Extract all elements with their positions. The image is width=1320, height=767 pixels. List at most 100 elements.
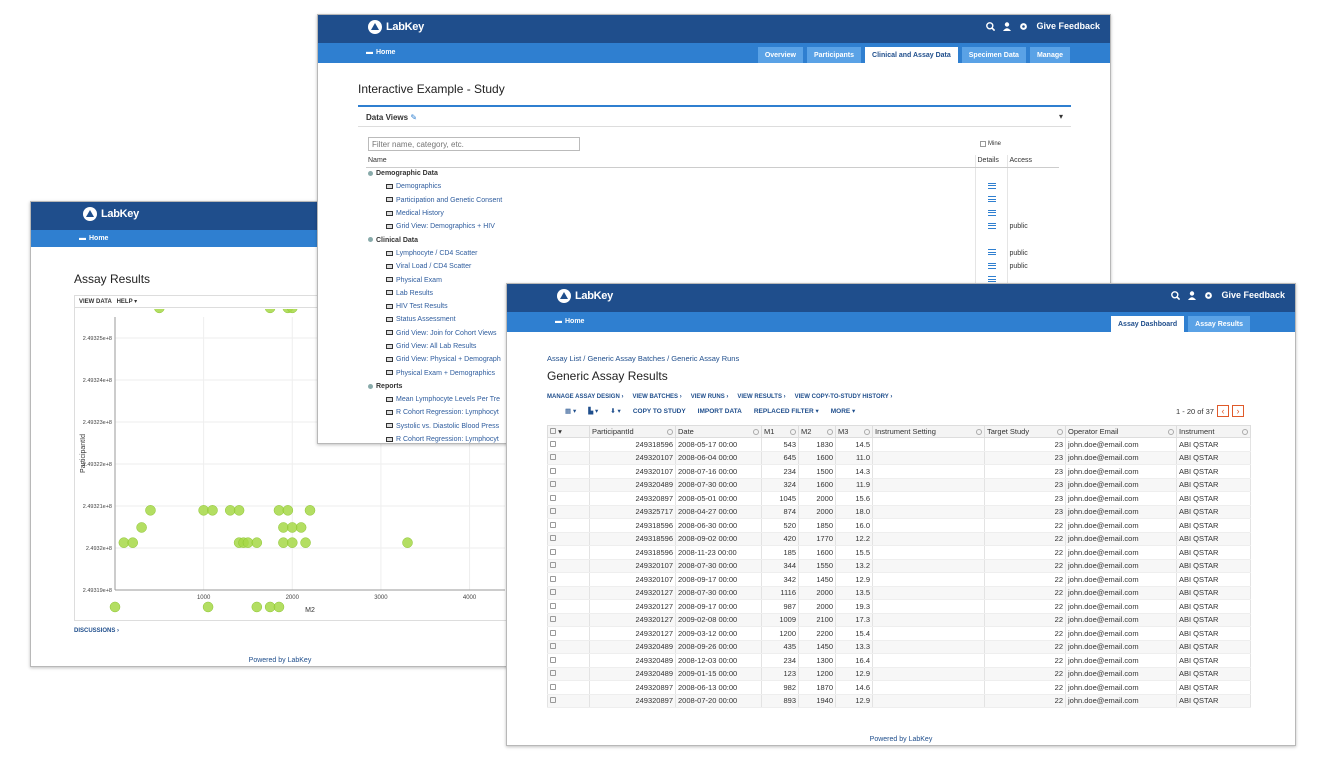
table-row[interactable]: 249320107 2008-07-16 00:00 234 1500 14.3 23 jo… [547,464,1251,479]
grid-menu-icon[interactable]: ▦ ▾ [565,408,577,415]
panel-menu-icon[interactable]: ▾ [1058,112,1063,121]
row-checkbox[interactable] [550,697,556,704]
data-view-row[interactable]: Demographics [366,180,1059,194]
row-label[interactable]: Viral Load / CD4 Scatter [396,263,472,271]
more-button[interactable]: MORE ▾ [830,408,856,415]
tab-participants[interactable]: Participants [806,47,862,63]
row-checkbox[interactable] [550,562,556,569]
select-all-header[interactable]: ▾ [547,425,590,438]
table-row[interactable]: 249320127 2009-02-08 00:00 1009 2100 17.3 22 j… [547,613,1251,627]
filter-input[interactable] [368,137,580,151]
labkey-logo[interactable]: LabKey [368,20,424,34]
row-checkbox[interactable] [550,602,556,609]
import-data-button[interactable]: IMPORT DATA [697,407,742,415]
gear-icon[interactable] [1019,22,1028,31]
category-row[interactable]: Demographic Data [366,167,1059,181]
next-page-button[interactable]: › [1231,405,1244,417]
col-name[interactable]: Name [366,155,975,168]
replaced-filter-button[interactable]: REPLACED FILTER ▾ [753,408,819,415]
view-results-link[interactable]: VIEW RESULTS › [737,394,786,400]
breadcrumb-batches[interactable]: Generic Assay Batches [587,354,665,363]
tab-specimen-data[interactable]: Specimen Data [961,47,1026,63]
table-row[interactable]: 249320107 2008-07-30 00:00 344 1550 13.2 22 jo… [547,559,1251,573]
details-icon[interactable] [987,182,996,189]
row-checkbox[interactable] [550,548,556,555]
data-view-row[interactable]: Grid View: Demographics + HIV public [366,220,1059,234]
data-view-row[interactable]: Lymphocyte / CD4 Scatter public [366,246,1059,261]
table-row[interactable]: 249320489 2008-09-26 00:00 435 1450 13.3 22 jo… [547,640,1251,654]
home-link[interactable]: ▬ Home [555,318,585,325]
row-label[interactable]: Systolic vs. Diastolic Blood Press [396,422,500,430]
table-row[interactable]: 249320489 2008-12-03 00:00 234 1300 16.4 22 jo… [547,653,1251,668]
home-link[interactable]: ▬ Home [79,235,109,242]
col-m2[interactable]: M2 [798,425,836,438]
user-icon[interactable] [1003,21,1012,31]
export-icon[interactable]: ⬇ ▾ [610,408,621,415]
table-row[interactable]: 249318596 2008-06-30 00:00 520 1850 16.0 22 jo… [547,518,1251,533]
table-row[interactable]: 249320127 2008-09-17 00:00 987 2000 19.3 22 jo… [547,599,1251,614]
labkey-logo[interactable]: LabKey [83,207,139,221]
col-target-study[interactable]: Target Study [984,425,1066,438]
row-label[interactable]: Grid View: Demographics + HIV [396,223,495,231]
row-checkbox[interactable] [550,656,556,663]
row-label[interactable]: Status Assessment [396,316,456,324]
data-view-row[interactable]: Viral Load / CD4 Scatter public [366,260,1059,274]
view-data-button[interactable]: VIEW DATA [79,299,112,305]
table-row[interactable]: 249318596 2008-11-23 00:00 185 1600 15.5 22 jo… [547,545,1251,560]
table-row[interactable]: 249320489 2009-01-15 00:00 123 1200 12.9 22 jo… [547,667,1251,681]
manage-assay-design-link[interactable]: MANAGE ASSAY DESIGN › [547,394,624,400]
col-date[interactable]: Date [675,425,762,438]
table-row[interactable]: 249320107 2008-09-17 00:00 342 1450 12.9 22 jo… [547,572,1251,587]
col-instrument-setting[interactable]: Instrument Setting [872,425,985,438]
give-feedback-link[interactable]: Give Feedback [1036,21,1100,31]
tab-overview[interactable]: Overview [757,47,803,63]
row-checkbox[interactable] [550,481,556,488]
breadcrumb-assay-list[interactable]: Assay List [547,354,582,363]
help-menu[interactable]: HELP [116,299,133,305]
row-checkbox[interactable] [550,535,556,542]
row-checkbox[interactable] [550,575,556,582]
col-m3[interactable]: M3 [835,425,873,438]
table-row[interactable]: 249320897 2008-06-13 00:00 982 1870 14.6 22 jo… [547,680,1251,695]
col-details[interactable]: Details [974,155,1007,168]
pencil-icon[interactable]: ✎ [410,113,418,122]
details-icon[interactable] [987,249,996,256]
search-icon[interactable] [1171,290,1181,300]
user-icon[interactable] [1188,290,1197,300]
view-batches-link[interactable]: VIEW BATCHES › [632,394,682,400]
row-label[interactable]: Medical History [396,210,444,218]
col-access[interactable]: Access [1006,155,1059,168]
col-instrument[interactable]: Instrument [1176,425,1251,438]
details-icon[interactable] [987,222,996,229]
row-label[interactable]: Grid View: Physical + Demograph [396,356,501,364]
tab-assay-results[interactable]: Assay Results [1188,316,1250,332]
row-checkbox[interactable] [550,589,556,596]
col-operator-email[interactable]: Operator Email [1065,425,1177,438]
table-row[interactable]: 249320127 2008-07-30 00:00 1116 2000 13.5 22 j… [547,586,1251,600]
row-label[interactable]: Physical Exam + Demographics [396,369,496,377]
row-checkbox[interactable] [550,629,556,636]
give-feedback-link[interactable]: Give Feedback [1221,290,1285,300]
row-label[interactable]: Demographics [396,183,442,191]
row-checkbox[interactable] [550,616,556,623]
col-m1[interactable]: M1 [761,425,799,438]
row-checkbox[interactable] [550,683,556,690]
row-checkbox[interactable] [550,494,556,501]
table-row[interactable]: 249318596 2008-09-02 00:00 420 1770 12.2 22 jo… [547,532,1251,546]
row-checkbox[interactable] [550,467,556,474]
data-view-row[interactable]: Participation and Genetic Consent [366,193,1059,207]
row-checkbox[interactable] [550,643,556,650]
search-icon[interactable] [986,21,996,31]
select-all-checkbox[interactable] [550,428,556,434]
data-view-row[interactable]: Medical History [366,206,1059,221]
row-label[interactable]: Participation and Genetic Consent [396,196,503,204]
details-icon[interactable] [987,276,996,283]
row-label[interactable]: R Cohort Regression: Lymphocyt [396,436,499,444]
row-checkbox[interactable] [550,521,556,528]
details-icon[interactable] [987,196,996,203]
copy-to-study-button[interactable]: COPY TO STUDY [632,407,686,415]
row-checkbox[interactable] [550,440,556,447]
row-label[interactable]: Mean Lymphocyte Levels Per Tre [396,396,501,404]
details-icon[interactable] [987,262,996,269]
chart-menu-icon[interactable]: ▙ ▾ [588,408,599,415]
